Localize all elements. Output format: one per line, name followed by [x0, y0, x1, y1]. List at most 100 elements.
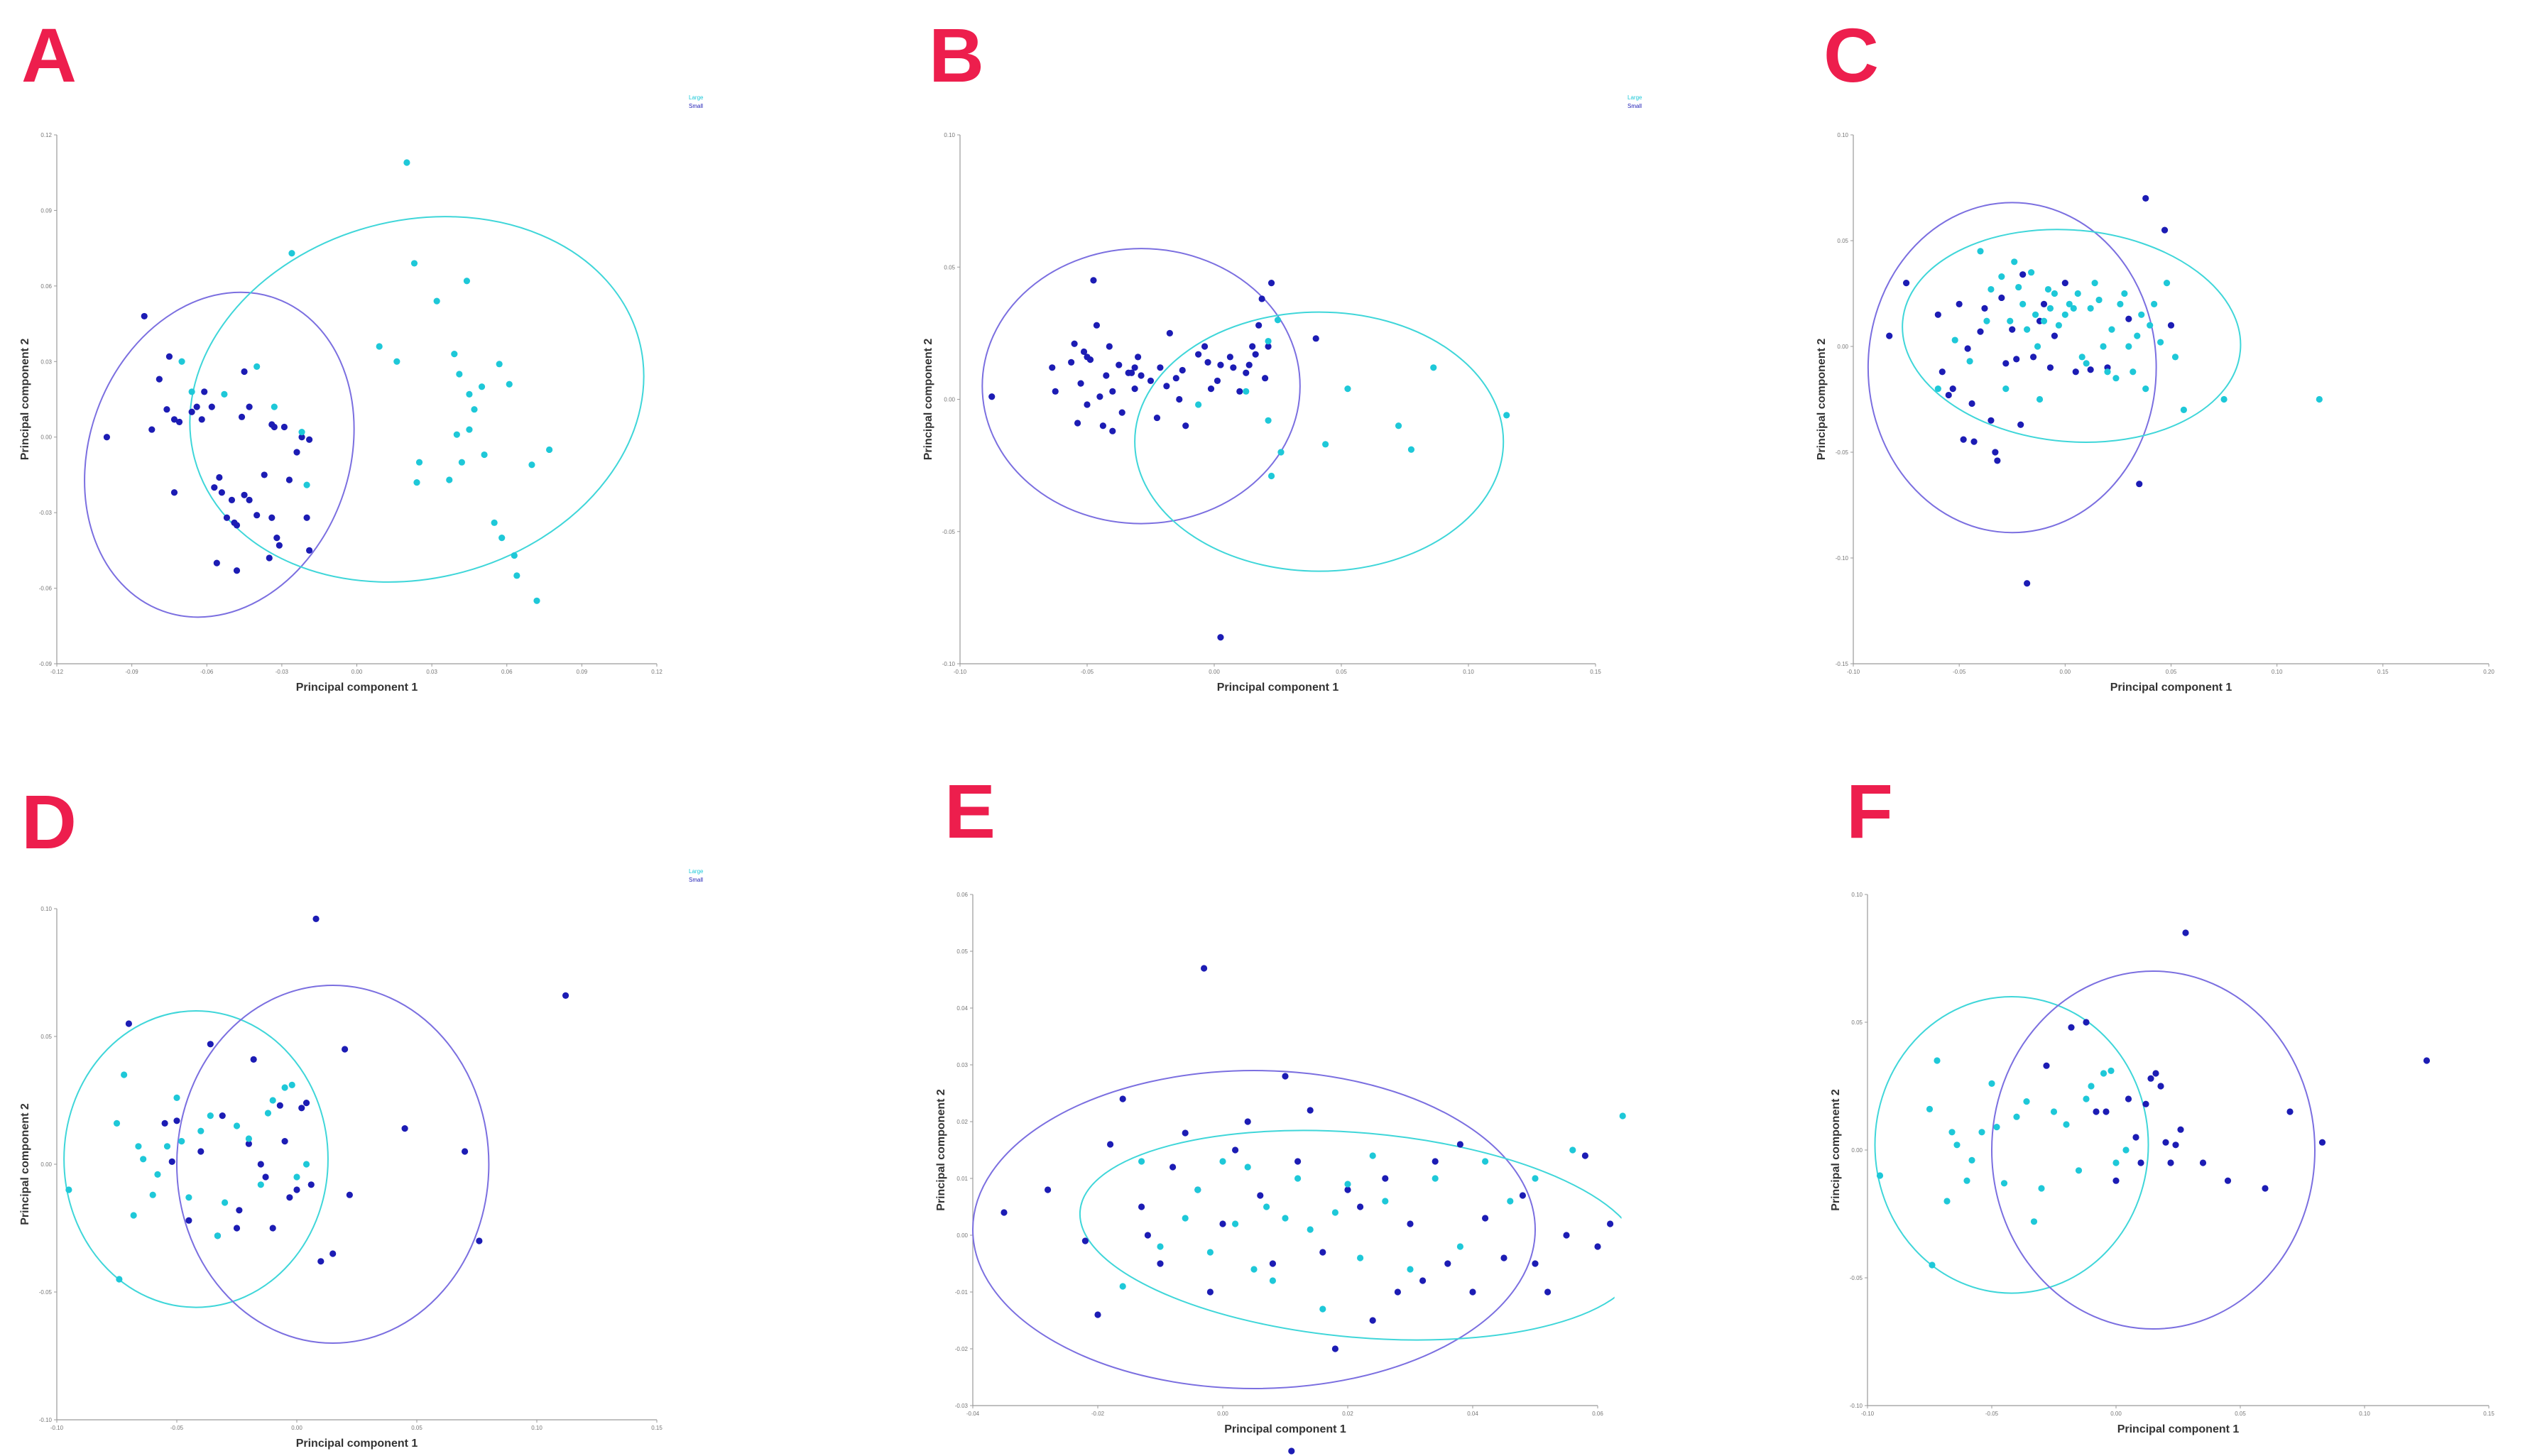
data-point-small [1217, 634, 1224, 641]
data-point-large [130, 1212, 137, 1219]
data-point-large [1395, 422, 1402, 429]
data-point-small [2136, 481, 2143, 488]
data-point-large [2087, 305, 2094, 312]
data-point-small [1945, 391, 1952, 399]
data-point-large [2108, 326, 2115, 333]
data-point-small [1245, 361, 1253, 368]
data-point-small [302, 1100, 310, 1107]
data-point-small [285, 476, 293, 483]
data-point-large [2013, 1113, 2020, 1120]
y-tick-label: -0.06 [39, 586, 53, 592]
data-point-small [201, 388, 208, 395]
data-point-small [2167, 322, 2175, 329]
legend-entry-small: Small [689, 877, 703, 883]
data-point-large [1267, 472, 1275, 480]
data-point-large [1507, 1198, 1514, 1205]
data-point-large [2036, 395, 2044, 403]
data-point-large [1265, 417, 1272, 424]
data-point-large [65, 1186, 72, 1193]
data-point-small [1071, 340, 1078, 347]
data-point-small [1964, 345, 1971, 352]
panel-d: D -0.10 -0.05 0.00 0.05 0.10 0.15 -0.10 -0.05 0.0… [19, 779, 704, 1450]
data-point-large [1430, 364, 1437, 371]
data-point-small [306, 436, 313, 443]
data-point-large [2061, 311, 2068, 318]
data-point-small [161, 1120, 168, 1127]
data-point-small [1219, 1220, 1226, 1227]
x-tick-label: -0.06 [200, 669, 214, 675]
data-point-small [2087, 366, 2094, 373]
data-point-small [141, 312, 148, 320]
data-point-large [1157, 1243, 1164, 1250]
data-point-large [1977, 248, 1984, 255]
data-point-large [2002, 385, 2010, 393]
data-point-large [1432, 1175, 1439, 1182]
data-point-small [241, 368, 248, 376]
x-tick-label: 0.02 [1342, 1411, 1353, 1417]
data-point-large [451, 351, 458, 358]
data-point-large [149, 1191, 156, 1198]
data-point-large [466, 390, 473, 398]
data-point-large [281, 1084, 288, 1091]
data-point-large [2134, 332, 2141, 339]
data-point-small [2009, 326, 2016, 333]
x-tick-label: 0.00 [351, 669, 363, 675]
data-point-large [2007, 317, 2014, 324]
data-point-small [233, 522, 241, 529]
x-tick-label: 0.10 [531, 1425, 542, 1431]
data-point-small [1172, 375, 1179, 382]
confidence-ellipse-large [1902, 229, 2242, 443]
data-point-small [173, 1117, 180, 1124]
data-point-small [257, 1161, 264, 1168]
data-point-small [1960, 436, 1967, 443]
data-point-small [1236, 388, 1243, 395]
confidence-ellipse-large [189, 216, 645, 583]
data-point-small [2167, 1159, 2174, 1166]
data-point-small [1369, 1317, 1376, 1324]
data-point-small [197, 1148, 205, 1155]
y-tick-label: 0.05 [40, 1034, 52, 1040]
data-point-large [271, 403, 278, 410]
data-point-large [2011, 258, 2018, 266]
y-axis-title: Principal component 2 [1830, 1089, 1842, 1211]
panel-label-b: B [929, 12, 984, 98]
data-point-large [302, 1161, 310, 1168]
data-point-small [1144, 1232, 1151, 1239]
y-tick-label: 0.00 [956, 1232, 968, 1239]
data-point-large [178, 358, 185, 365]
data-point-small [1482, 1215, 1489, 1222]
data-point-small [1214, 377, 1221, 385]
data-point-small [1232, 1146, 1239, 1154]
data-point-large [163, 1143, 171, 1150]
data-point-small [1084, 401, 1091, 408]
legend-entry-small: Small [1627, 103, 1642, 109]
x-tick-label: -0.10 [1847, 669, 1860, 675]
data-point-small [1312, 335, 1319, 342]
y-tick-label: -0.05 [942, 529, 956, 535]
data-point-small [233, 1225, 241, 1232]
data-point-small [1099, 422, 1106, 429]
data-point-large [1934, 385, 1941, 393]
data-point-large [1194, 1186, 1201, 1193]
data-point-large [1876, 1172, 1884, 1179]
y-axis-title: Principal component 2 [922, 339, 934, 461]
data-point-large [2078, 354, 2085, 361]
x-tick-label: -0.05 [1953, 669, 1966, 675]
panel-c: C -0.10 -0.05 0.00 0.05 0.10 0.15 0.20 -0.15 -0.1… [1816, 12, 2494, 694]
data-point-small [2224, 1177, 2232, 1184]
data-point-small [1206, 1288, 1214, 1296]
y-tick-label: -0.02 [955, 1346, 969, 1352]
data-point-small [1195, 351, 1202, 358]
data-point-large [264, 1110, 272, 1117]
data-point-small [2177, 1126, 2184, 1133]
y-tick-label: 0.03 [40, 358, 52, 365]
data-point-small [1981, 305, 1988, 312]
data-point-large [1219, 1158, 1226, 1165]
y-axis-title: Principal component 2 [1816, 339, 1828, 461]
data-point-small [2046, 364, 2054, 371]
confidence-ellipse-large [1134, 311, 1505, 572]
data-point-small [245, 1140, 252, 1147]
data-point-small [1886, 332, 1893, 339]
data-point-small [2157, 1083, 2164, 1090]
x-axis-title: Principal component 1 [2110, 682, 2232, 694]
